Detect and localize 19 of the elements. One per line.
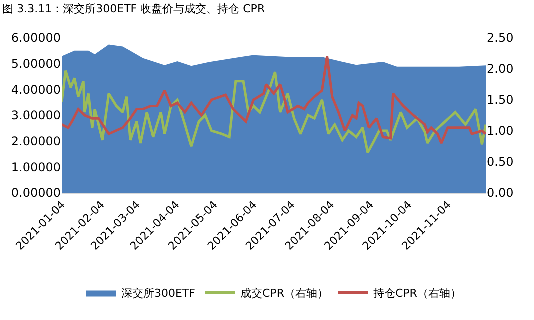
y-tick-label: 6.00000 xyxy=(11,31,61,46)
legend-label: 持仓CPR（右轴） xyxy=(373,287,462,300)
legend-label: 深交所300ETF xyxy=(122,287,196,300)
y2-tick-label: 1.50 xyxy=(487,93,514,108)
chart-title: 图 3.3.11：深交所300ETF 收盘价与成交、持仓 CPR xyxy=(2,2,266,16)
y2-tick-label: 2.50 xyxy=(487,31,514,46)
y2-tick-label: 0.00 xyxy=(487,186,514,200)
y-tick-label: 3.00000 xyxy=(11,108,61,123)
y-tick-label: 5.00000 xyxy=(11,57,61,72)
line-series xyxy=(62,55,486,145)
y-tick-label: 1.00000 xyxy=(11,160,61,174)
y2-tick-label: 0.50 xyxy=(487,155,514,170)
line-series xyxy=(62,70,486,154)
y2-tick-label: 2.00 xyxy=(487,62,514,76)
y2-tick-label: 1.00 xyxy=(487,124,514,138)
y-tick-label: 4.00000 xyxy=(11,82,61,97)
legend-label: 成交CPR（右轴） xyxy=(240,287,328,300)
y-tick-label: 0.00000 xyxy=(11,186,61,200)
y-tick-label: 2.00000 xyxy=(11,134,61,149)
